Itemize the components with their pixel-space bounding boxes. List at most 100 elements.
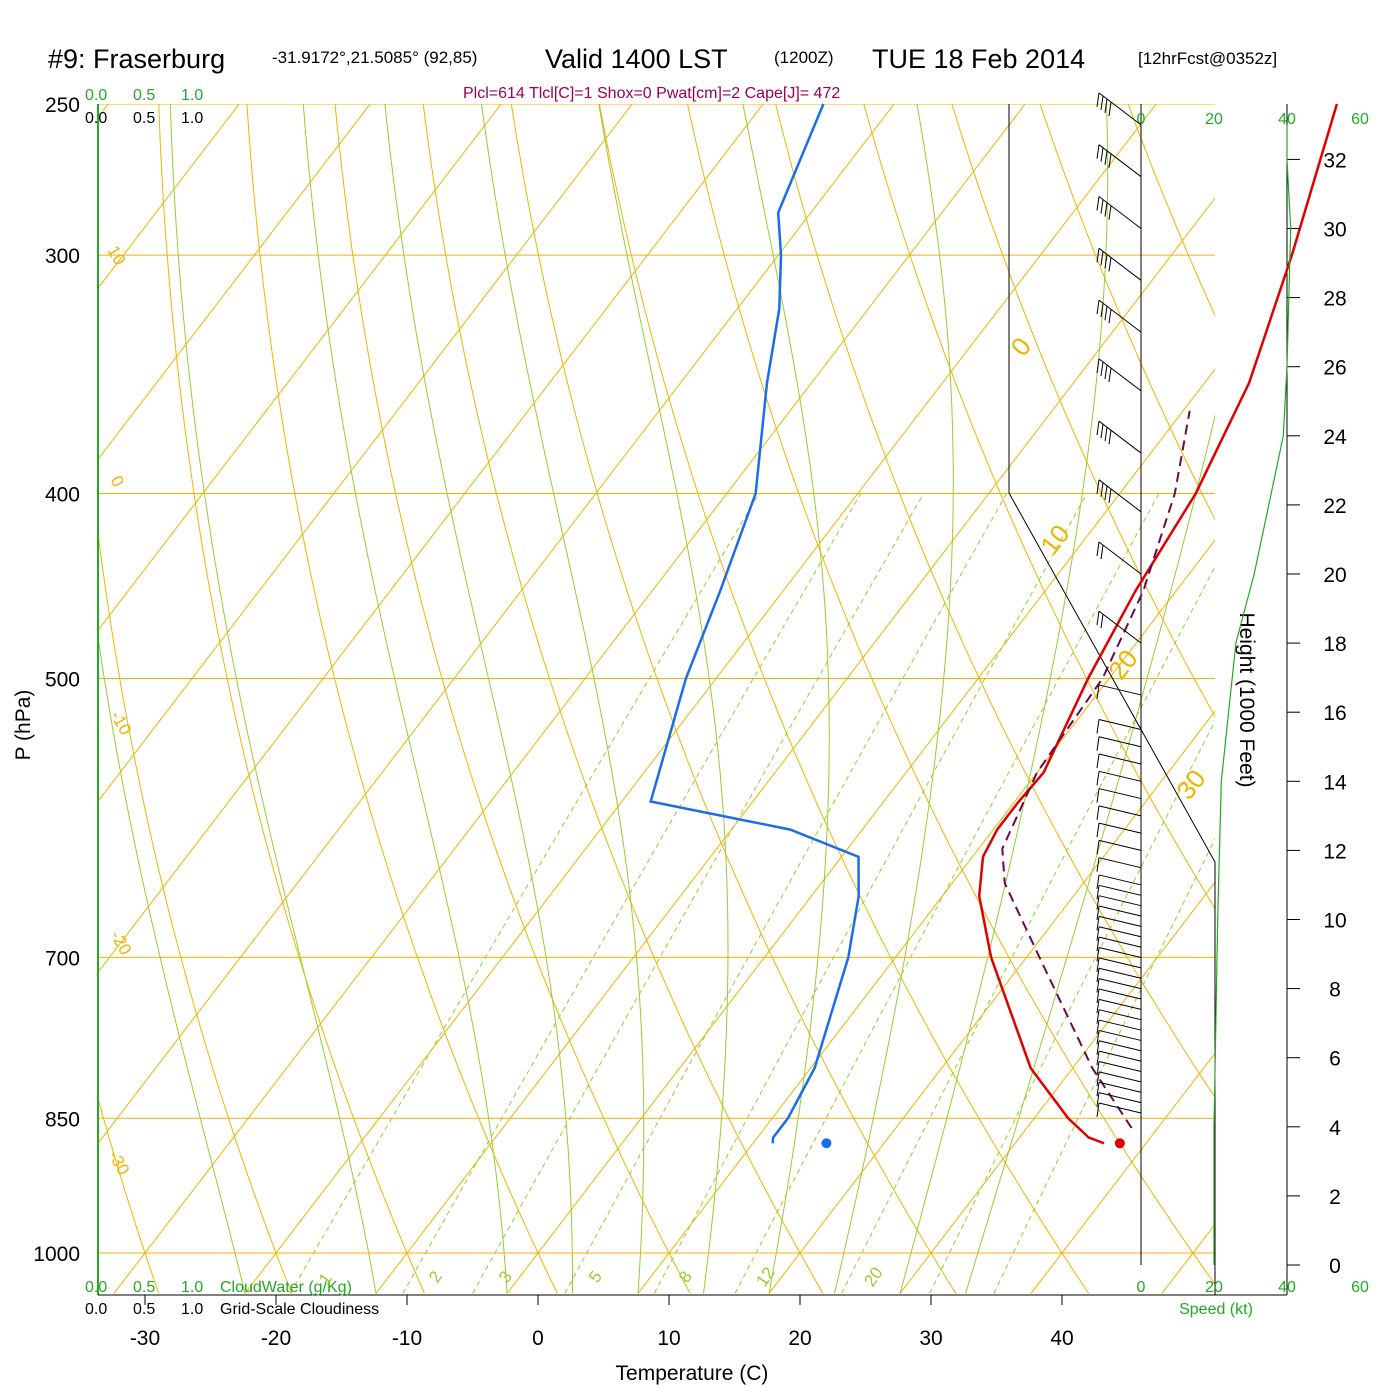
wind-barb bbox=[1096, 196, 1142, 229]
dry-adiabat-line bbox=[422, 104, 824, 1294]
wind-barb-flag bbox=[1104, 485, 1108, 500]
wind-barb bbox=[1096, 1029, 1142, 1045]
wind-barb-flag bbox=[1096, 957, 1100, 972]
wind-barb-flag bbox=[1096, 988, 1100, 1004]
wind-barb bbox=[1096, 822, 1142, 838]
wind-barb-staff bbox=[1098, 788, 1142, 800]
dry-adiabat-line bbox=[863, 104, 1215, 910]
dry-adiabat-label: 0 bbox=[107, 473, 128, 491]
forecast-info: [12hrFcst@0352z] bbox=[1138, 49, 1277, 68]
wind-barb-staff bbox=[1098, 874, 1142, 886]
wind-barb-flag bbox=[1104, 202, 1108, 217]
wind-barb bbox=[1096, 874, 1142, 890]
speed-tick-top: 40 bbox=[1278, 111, 1296, 128]
height-tick-label: 12 bbox=[1323, 840, 1346, 863]
wind-panel-boundary bbox=[1008, 104, 1216, 1295]
y-axis-title: P (hPa) bbox=[12, 690, 35, 761]
wind-barb-flag bbox=[1096, 840, 1100, 855]
wind-barb-flag bbox=[1096, 968, 1100, 983]
moist-adiabat-line bbox=[384, 104, 573, 1294]
mixing-ratio-label: 5 bbox=[585, 1268, 606, 1287]
wind-barb-staff bbox=[1098, 1029, 1142, 1041]
isotherm-line bbox=[637, 539, 1215, 1294]
mixing-ratio-line bbox=[929, 720, 1215, 1294]
wind-barb-flag bbox=[1108, 205, 1112, 220]
wind-barb-flag bbox=[1104, 306, 1108, 321]
wind-barb-staff bbox=[1098, 420, 1142, 454]
height-tick-label: 6 bbox=[1329, 1048, 1341, 1071]
wind-barb-staff bbox=[1098, 144, 1142, 178]
wind-barb bbox=[1096, 905, 1142, 921]
wind-barb-staff bbox=[1098, 978, 1142, 990]
cloudiness-scale-bottom: 0.0 bbox=[85, 1301, 107, 1318]
wind-barb-flag bbox=[1100, 95, 1104, 110]
wind-barb bbox=[1096, 299, 1142, 333]
wind-barb bbox=[1096, 753, 1142, 769]
pressure-tick-label: 700 bbox=[45, 947, 80, 970]
height-tick-label: 32 bbox=[1323, 149, 1346, 172]
temperature-tick-label: -10 bbox=[392, 1327, 422, 1350]
wind-barb bbox=[1096, 144, 1142, 178]
temperature-tick-label: 30 bbox=[919, 1327, 942, 1350]
dry-adiabat-line bbox=[686, 104, 1215, 1286]
speed-tick-top: 20 bbox=[1205, 111, 1223, 128]
height-tick-label: 22 bbox=[1323, 495, 1346, 518]
wind-barb-staff bbox=[1098, 884, 1142, 896]
isotherm-line bbox=[113, 104, 1026, 1294]
mixing-ratio-label: 8 bbox=[675, 1268, 696, 1287]
surface-dewpoint-dot bbox=[821, 1138, 832, 1149]
wind-barb-flag bbox=[1096, 1082, 1100, 1097]
wind-barb-flag bbox=[1096, 805, 1100, 820]
wind-barb-flag bbox=[1096, 736, 1100, 751]
wind-speed-line bbox=[1213, 124, 1292, 1265]
wind-barb-staff bbox=[1098, 1081, 1142, 1093]
wind-barb-flag bbox=[1096, 300, 1100, 315]
wind-barb-flag bbox=[1104, 150, 1108, 165]
wind-barb-flag bbox=[1100, 251, 1104, 266]
cloudiness-scale-top: 1.0 bbox=[181, 110, 203, 127]
wind-barb-flag bbox=[1096, 1061, 1100, 1076]
wind-barb-staff bbox=[1098, 541, 1142, 575]
dewpoint-line bbox=[649, 103, 860, 1144]
isotherm-line bbox=[1030, 1052, 1215, 1294]
speed-tick-top: 0 bbox=[1137, 111, 1146, 128]
zulu-time: (1200Z) bbox=[774, 48, 834, 67]
moist-adiabat-line bbox=[598, 104, 729, 1294]
isotherm-label: 30 bbox=[1170, 764, 1211, 805]
height-tick-label: 10 bbox=[1323, 910, 1346, 933]
wind-barb-staff bbox=[1098, 196, 1142, 229]
wind-barb-staff bbox=[1098, 857, 1142, 869]
moist-adiabat-line bbox=[899, 104, 1109, 1294]
wind-barb-staff bbox=[1098, 967, 1142, 979]
wind-barb-flag bbox=[1096, 1019, 1100, 1035]
wind-barb bbox=[1096, 247, 1142, 281]
wind-barb bbox=[1096, 988, 1142, 1004]
wind-barb-flag bbox=[1096, 248, 1100, 263]
height-tick-label: 8 bbox=[1329, 979, 1341, 1002]
pressure-tick-label: 500 bbox=[45, 669, 80, 692]
wind-barb-staff bbox=[1098, 905, 1142, 917]
wind-barb-staff bbox=[1098, 1092, 1142, 1104]
wind-barb-flag bbox=[1104, 98, 1108, 114]
wind-barb-staff bbox=[1098, 988, 1142, 1000]
wind-barb-flag bbox=[1096, 895, 1100, 910]
wind-barb-flag bbox=[1108, 309, 1112, 324]
height-tick-label: 30 bbox=[1323, 219, 1346, 242]
speed-tick-top: 60 bbox=[1351, 111, 1369, 128]
isotherm-line bbox=[98, 104, 895, 1145]
wind-barb-flag bbox=[1096, 1092, 1100, 1107]
wind-barb-flag bbox=[1108, 367, 1112, 383]
wind-barb bbox=[1096, 1102, 1142, 1118]
wind-barb-staff bbox=[1098, 610, 1142, 644]
speed-axis-title: Speed (kt) bbox=[1179, 1301, 1253, 1318]
wind-barb-staff bbox=[1098, 1009, 1142, 1021]
isotherm-line bbox=[98, 104, 371, 461]
wind-barb-flag bbox=[1108, 153, 1112, 168]
wind-barb-staff bbox=[1098, 1061, 1142, 1073]
dry-adiabat-line bbox=[158, 104, 425, 1294]
dry-adiabat-line bbox=[951, 104, 1215, 718]
wind-barb bbox=[1096, 926, 1142, 941]
wind-barb-staff bbox=[1098, 998, 1142, 1010]
wind-barb-flag bbox=[1096, 421, 1100, 436]
wind-barb-staff bbox=[1098, 247, 1142, 281]
